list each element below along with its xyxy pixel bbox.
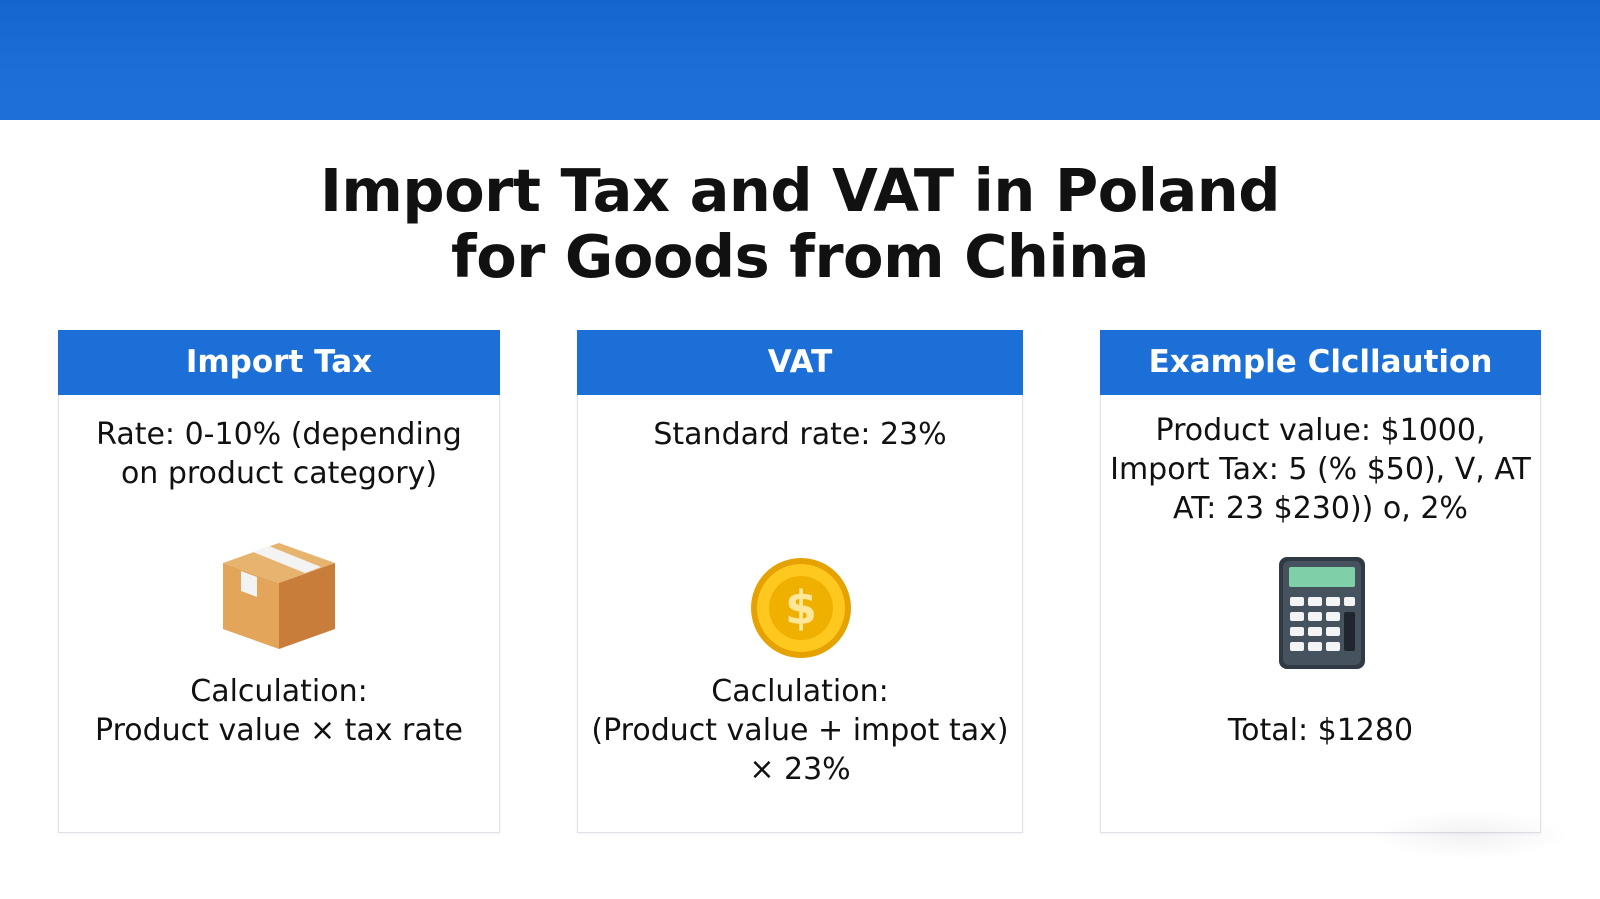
vat-rate-text: Standard rate: 23% — [578, 415, 1022, 454]
vat-calculation-line-1: Caclulation: — [711, 674, 889, 709]
import-tax-rate-line-1: Rate: 0-10% (depending — [96, 417, 462, 452]
vat-rate-line-1: Standard rate: 23% — [653, 417, 947, 452]
example-values-line-2: Import Tax: 5 (% $50), V, AT — [1110, 452, 1531, 487]
svg-text:$: $ — [785, 581, 817, 635]
example-total-line: Total: $1280 — [1227, 713, 1414, 748]
import-tax-rate-line-2: on product category) — [120, 456, 438, 491]
page-title-line-2: for Goods from China — [451, 222, 1149, 291]
dollar-coin-icon: $ — [751, 558, 851, 658]
page-title-line-1: Import Tax and VAT in Poland — [319, 156, 1281, 225]
page-title: Import Tax and VAT in Poland for Goods f… — [0, 158, 1600, 290]
vat-calculation-text: Caclulation: (Product value + impot tax)… — [578, 672, 1022, 789]
example-values-line-1: Product value: $1000, — [1155, 413, 1486, 448]
example-values-line-3: AT: 23 $230)) o, 2% — [1173, 491, 1468, 526]
top-banner — [0, 0, 1600, 120]
example-values-text: Product value: $1000, Import Tax: 5 (% $… — [1101, 411, 1540, 528]
import-tax-rate-text: Rate: 0-10% (depending on product catego… — [59, 415, 499, 493]
import-tax-card: Import Tax Rate: 0-10% (depending on pro… — [58, 330, 500, 833]
import-tax-calculation-line-1: Calculation: — [190, 674, 368, 709]
vat-card: VAT Standard rate: 23% $ Caclulation: (P… — [577, 330, 1023, 833]
example-total-text: Total: $1280 — [1101, 711, 1540, 750]
calculator-icon — [1279, 557, 1365, 669]
example-calculation-card: Example Clcllaution Product value: $1000… — [1100, 330, 1541, 833]
vat-card-header: VAT — [577, 330, 1023, 395]
vat-calculation-line-3: × 23% — [749, 752, 851, 787]
decorative-shadow — [1370, 810, 1570, 860]
box-icon — [223, 543, 335, 649]
import-tax-card-header: Import Tax — [58, 330, 500, 395]
import-tax-calculation-line-2: Product value × tax rate — [95, 713, 463, 748]
vat-calculation-line-2: (Product value + impot tax) — [591, 713, 1009, 748]
import-tax-calculation-text: Calculation: Product value × tax rate — [59, 672, 499, 750]
example-calculation-card-header: Example Clcllaution — [1100, 330, 1541, 395]
